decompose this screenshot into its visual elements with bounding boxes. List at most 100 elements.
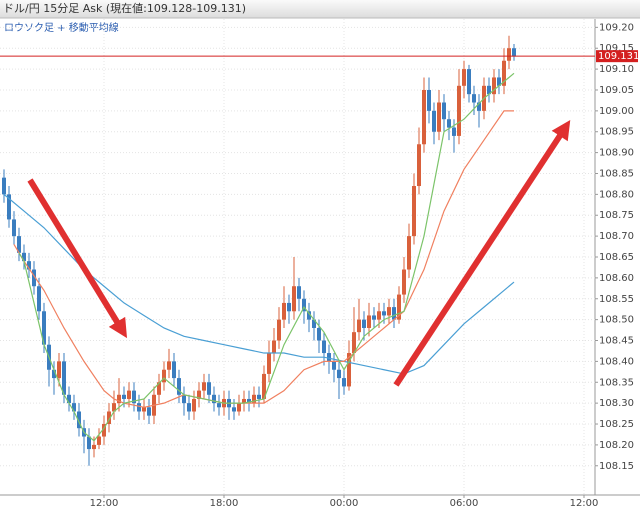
candle-body: [377, 311, 381, 320]
candle-body: [132, 390, 136, 404]
candle-body: [252, 394, 256, 404]
candle-body: [237, 403, 241, 412]
candle-body: [397, 294, 401, 320]
candle-body: [37, 286, 41, 312]
candle-body: [437, 102, 441, 132]
candle-body: [62, 361, 66, 395]
candle-body: [112, 403, 116, 412]
candle-body: [87, 436, 91, 450]
candle-body: [52, 369, 56, 379]
candle-body: [497, 77, 501, 86]
moving-average-line: [18, 72, 515, 442]
y-tick-label: 108.50: [599, 315, 634, 326]
candle-body: [352, 332, 356, 354]
candle-body: [292, 286, 296, 312]
candle-body: [202, 382, 206, 391]
candle-body: [307, 311, 311, 320]
candle-body: [297, 286, 301, 299]
plot-area: 108.15 108.20 108.25 108.30 108.35 108.40 108.…: [0, 19, 634, 509]
candle-body: [142, 407, 146, 412]
y-tick-label: 108.40: [599, 356, 634, 367]
moving-average-line: [13, 110, 514, 408]
candle-body: [77, 411, 81, 429]
current-price-label: 109.131: [598, 51, 639, 62]
candle-body: [92, 444, 96, 450]
candle-body: [452, 127, 456, 136]
candle-body: [382, 311, 386, 316]
y-tick-label: 108.55: [599, 294, 634, 305]
candle-body: [42, 311, 46, 345]
candle-body: [97, 436, 101, 445]
candle-body: [187, 403, 191, 412]
candle-body: [322, 340, 326, 354]
candle-body: [302, 298, 306, 312]
candle-body: [242, 398, 246, 404]
candle-body: [137, 403, 141, 412]
x-tick-label: 00:00: [330, 498, 359, 509]
candle-body: [67, 394, 71, 404]
y-tick-label: 109.10: [599, 64, 634, 75]
candle-body: [272, 340, 276, 354]
up-arrow: [393, 119, 571, 387]
candle-body: [72, 403, 76, 412]
candle-body: [32, 269, 36, 287]
y-tick-label: 108.90: [599, 148, 634, 159]
y-tick-label: 108.80: [599, 189, 634, 200]
candle-body: [262, 373, 266, 399]
candle-body: [267, 353, 271, 374]
y-tick-label: 109.00: [599, 106, 634, 117]
candle-body: [507, 48, 511, 61]
candle-body: [192, 398, 196, 412]
candle-body: [432, 110, 436, 132]
y-tick-label: 108.95: [599, 127, 634, 138]
y-tick-label: 108.25: [599, 419, 634, 430]
candle-body: [367, 315, 371, 328]
candle-body: [387, 307, 391, 316]
candle-body: [2, 177, 6, 195]
candle-body: [467, 69, 471, 95]
candle-body: [407, 236, 411, 270]
candle-body: [417, 144, 421, 187]
candle-body: [392, 307, 396, 320]
candle-body: [412, 186, 416, 237]
candle-body: [197, 390, 201, 399]
candle-body: [457, 85, 461, 136]
candle-body: [472, 94, 476, 103]
y-tick-label: 108.65: [599, 252, 634, 263]
candle-body: [57, 361, 61, 379]
candle-body: [22, 252, 26, 262]
candle-body: [172, 361, 176, 379]
candle-body: [162, 369, 166, 383]
current-price-box: [596, 50, 638, 63]
candle-body: [462, 69, 466, 86]
y-tick-label: 108.30: [599, 398, 634, 409]
candle-body: [182, 394, 186, 404]
chart-title: ドル/円 15分足 Ask (現在値:109.128-109.131): [3, 2, 246, 15]
y-tick-label: 108.85: [599, 168, 634, 179]
candle-body: [157, 382, 161, 395]
candle-body: [7, 194, 11, 220]
candle-body: [257, 394, 261, 399]
header-bar: [0, 0, 640, 18]
candle-body: [487, 85, 491, 95]
y-tick-label: 108.70: [599, 231, 634, 242]
candle-body: [207, 382, 211, 395]
candle-body: [12, 219, 16, 237]
candle-body: [422, 89, 426, 145]
candle-body: [122, 394, 126, 399]
candle-body: [477, 102, 481, 111]
moving-average-line: [3, 193, 515, 375]
candle-body: [17, 236, 21, 253]
y-tick-label: 108.60: [599, 273, 634, 284]
candle-body: [127, 390, 131, 399]
candle-body: [167, 361, 171, 370]
candle-body: [27, 261, 31, 270]
candle-body: [232, 407, 236, 412]
candle-body: [102, 424, 106, 437]
candle-body: [282, 302, 286, 320]
candle-body: [117, 394, 121, 404]
candle-body: [512, 48, 516, 57]
y-tick-label: 108.45: [599, 336, 634, 347]
legend-label[interactable]: ロウソク足 + 移動平均線: [4, 21, 119, 34]
